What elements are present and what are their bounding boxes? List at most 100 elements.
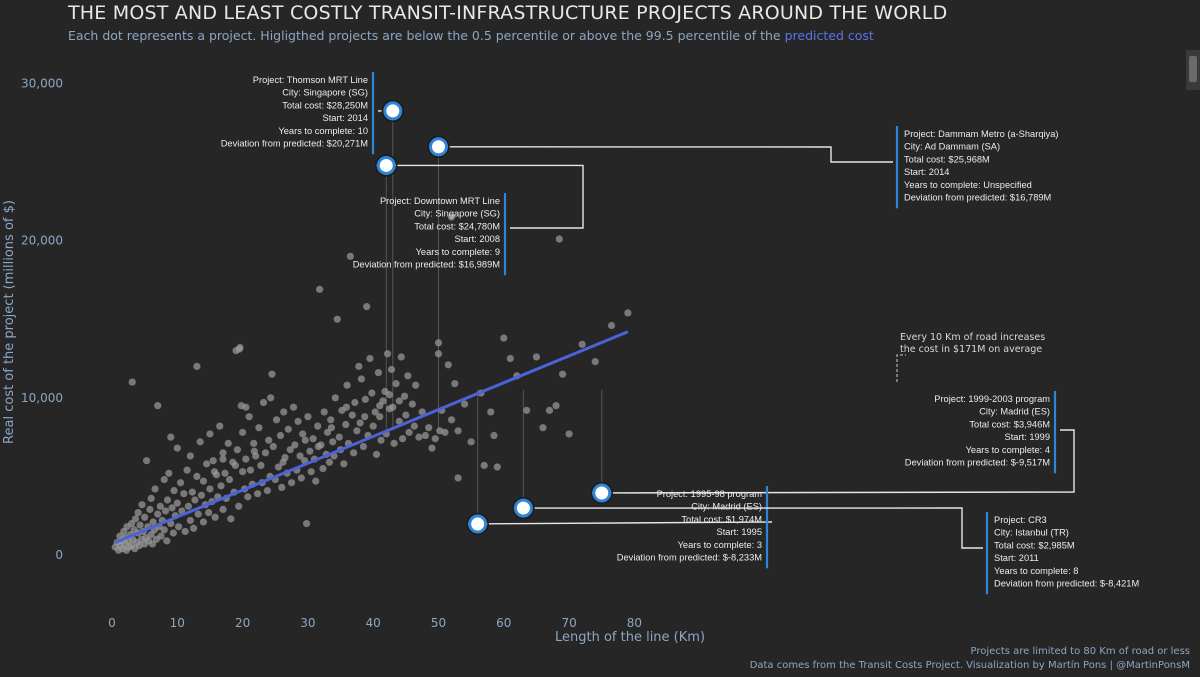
data-point	[487, 408, 495, 416]
data-point	[385, 405, 394, 413]
annotation-text: Start: 2014	[904, 167, 949, 177]
data-point	[286, 446, 294, 454]
data-point	[259, 398, 268, 407]
data-point	[397, 353, 405, 361]
data-point	[351, 398, 359, 407]
data-point	[181, 527, 189, 536]
data-point	[191, 496, 199, 504]
data-point	[173, 444, 181, 452]
data-point	[490, 431, 498, 440]
x-tick-label: 0	[108, 616, 116, 630]
annotation-text: Deviation from predicted: $-8,421M	[994, 579, 1139, 589]
annotation-connector	[591, 429, 1075, 494]
highlighted-point-outline	[590, 481, 613, 505]
data-point	[320, 408, 328, 416]
data-point	[272, 416, 281, 424]
annotation-text: Years to complete: 8	[994, 566, 1078, 576]
annotation-text: Start: 2008	[455, 234, 500, 244]
data-point	[244, 493, 252, 501]
data-point	[231, 461, 240, 469]
annotation-text: City: Singapore (SG)	[414, 209, 500, 219]
data-point	[480, 461, 488, 469]
data-point	[175, 523, 183, 531]
data-point	[296, 452, 304, 460]
data-point	[154, 402, 162, 410]
data-point	[327, 416, 335, 424]
scrollbar-thumb[interactable]	[1189, 56, 1197, 82]
data-point	[176, 479, 185, 487]
data-point	[170, 486, 178, 495]
x-tick-label: 20	[235, 616, 250, 630]
data-point	[408, 400, 416, 408]
data-point	[552, 402, 560, 410]
data-point	[138, 501, 146, 509]
highlighted-point-outline	[375, 154, 398, 177]
data-point	[245, 413, 253, 421]
data-point	[327, 424, 336, 432]
data-point	[461, 400, 469, 408]
data-point	[167, 433, 175, 441]
data-point	[348, 411, 356, 419]
data-point	[387, 365, 396, 374]
data-point	[350, 449, 358, 457]
annotation-text: City: Istanbul (TR)	[994, 528, 1069, 538]
annotation-text: Total cost: $3,946M	[969, 419, 1050, 429]
data-point	[454, 427, 462, 435]
highlighted-point	[592, 483, 612, 503]
highlighted-point	[376, 155, 396, 175]
annotation-text: Deviation from predicted: $20,271M	[221, 139, 368, 149]
highlighted-point	[383, 101, 403, 121]
data-point	[188, 488, 196, 496]
data-point	[405, 428, 413, 436]
annotation-text: Deviation from predicted: $-9,517M	[905, 458, 1050, 468]
data-point	[410, 422, 418, 430]
scrollbar[interactable]	[1186, 50, 1200, 90]
data-point	[209, 457, 217, 465]
data-point	[163, 537, 171, 545]
data-point	[157, 532, 165, 540]
data-point	[289, 403, 298, 411]
data-point	[412, 381, 420, 389]
data-point	[329, 438, 337, 446]
annotation-text: Total cost: $1,974M	[681, 514, 762, 524]
data-point	[383, 350, 392, 358]
data-point	[269, 442, 277, 451]
data-point	[395, 397, 403, 405]
data-point	[180, 490, 188, 498]
data-point	[299, 430, 307, 438]
data-point	[353, 427, 361, 435]
data-point	[307, 468, 315, 476]
x-tick-label: 60	[496, 616, 511, 630]
data-point	[431, 435, 439, 443]
data-point	[418, 408, 426, 416]
data-point	[493, 463, 501, 471]
x-tick-label: 70	[561, 616, 576, 630]
data-point	[199, 477, 208, 485]
data-point	[369, 422, 377, 430]
data-point	[146, 505, 154, 514]
data-point	[287, 479, 296, 487]
data-point	[193, 362, 201, 370]
data-point	[194, 510, 202, 518]
data-point	[197, 491, 206, 499]
highlighted-point-outline	[512, 496, 535, 520]
annotation-text: City: Singapore (SG)	[282, 88, 368, 98]
data-point	[316, 285, 324, 293]
data-point	[156, 502, 164, 510]
data-point	[160, 475, 168, 484]
data-point	[173, 499, 181, 507]
data-point	[219, 505, 227, 514]
annotation-text: Years to complete: 9	[416, 247, 500, 257]
data-point	[314, 442, 322, 451]
data-point	[221, 469, 229, 477]
annotation-text: Project: 1995-98 program	[657, 489, 763, 499]
footer-note: Projects are limited to 80 Km of road or…	[970, 646, 1190, 657]
annotation-text: Deviation from predicted: $-8,233M	[617, 553, 762, 563]
data-point	[235, 345, 243, 353]
data-point	[333, 315, 341, 323]
data-point	[425, 424, 433, 432]
data-point	[134, 508, 142, 517]
data-point	[421, 431, 430, 440]
data-point	[257, 461, 265, 469]
data-point	[555, 235, 563, 243]
